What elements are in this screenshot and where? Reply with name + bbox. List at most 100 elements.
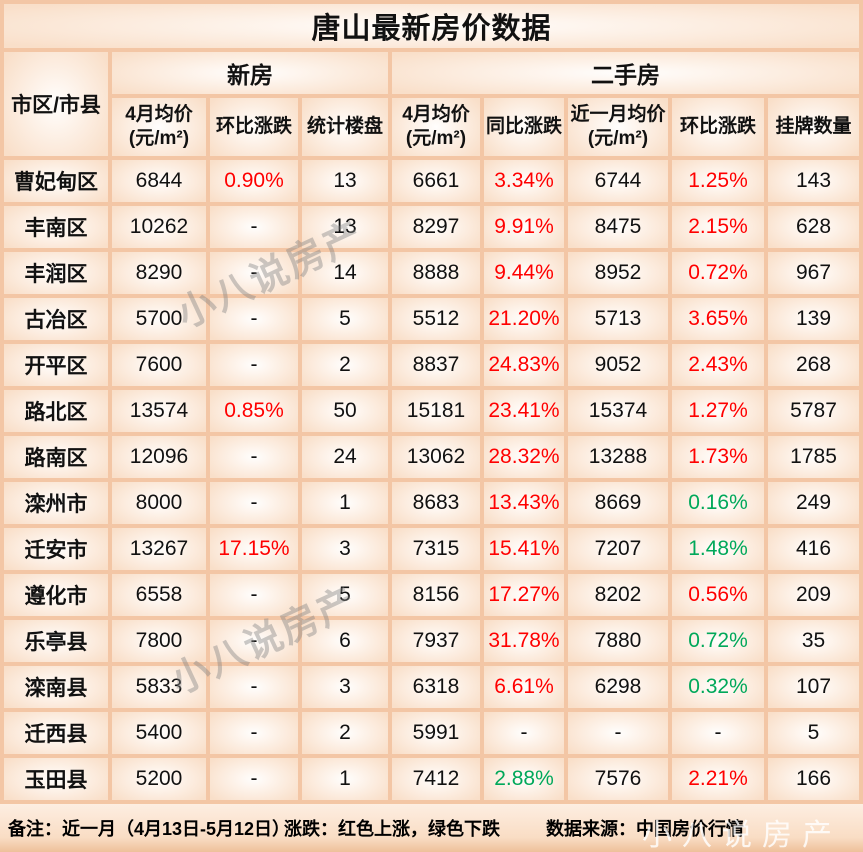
table-cell: 13.43% [484,482,564,524]
district-label: 曹妃甸区 [4,160,108,202]
table-cell: - [210,298,298,340]
table-cell: - [210,206,298,248]
table-cell: 35 [768,620,860,662]
table-cell: - [210,666,298,708]
table-cell: 8156 [392,574,480,616]
table-cell: 139 [768,298,860,340]
district-label: 遵化市 [4,574,108,616]
table-row: 乐亭县 7800-6 7937 31.78% 7880 0.72% 35 [4,620,860,662]
table-cell: - [568,712,668,754]
district-label: 丰南区 [4,206,108,248]
column-header-listing-count: 挂牌数量 [768,98,860,156]
table-row: 路北区 13574 0.85% 50 15181 23.41% 15374 1.27% 5787 [4,390,860,432]
table-cell: 5833 [112,666,206,708]
table-cell: 143 [768,160,860,202]
table-cell: 166 [768,758,860,800]
table-row: 滦南县 5833-3 6318 6.61% 6298 0.32% 107 [4,666,860,708]
table-cell: 15374 [568,390,668,432]
table-cell: - [210,482,298,524]
table-body: 唐山最新房价数据 市区/市县 新房 二手房 4月均价 (元/m²) 环比涨跌 统… [4,4,860,800]
table-cell: 5400 [112,712,206,754]
district-label: 滦州市 [4,482,108,524]
table-cell: 3 [302,666,388,708]
table-cell: 209 [768,574,860,616]
table-cell: 8475 [568,206,668,248]
table-cell: 15.41% [484,528,564,570]
district-label: 迁安市 [4,528,108,570]
table-cell: 7315 [392,528,480,570]
table-cell: - [210,252,298,294]
table-cell: 13288 [568,436,668,478]
table-row: 玉田县 5200-1 7412 2.88% 7576 2.21% 166 [4,758,860,800]
table-cell: 6661 [392,160,480,202]
table-cell: 0.16% [672,482,764,524]
table-cell: 7576 [568,758,668,800]
table-cell: 5787 [768,390,860,432]
table-cell: 0.85% [210,390,298,432]
table-cell: 0.72% [672,252,764,294]
table-cell: 8202 [568,574,668,616]
table-cell: - [210,574,298,616]
column-header-used-yoy-change: 同比涨跌 [484,98,564,156]
table-cell: 7412 [392,758,480,800]
table-row: 曹妃甸区 6844 0.90% 13 6661 3.34% 6744 1.25% 143 [4,160,860,202]
table-cell: 6558 [112,574,206,616]
table-cell: 2.43% [672,344,764,386]
table-cell: 1.27% [672,390,764,432]
table-cell: 8683 [392,482,480,524]
table-cell: 6844 [112,160,206,202]
table-cell: 28.32% [484,436,564,478]
table-cell: 3.65% [672,298,764,340]
district-label: 迁西县 [4,712,108,754]
table-cell: 14 [302,252,388,294]
column-header-used-april-avg-price: 4月均价 (元/m²) [392,98,480,156]
table-cell: 7880 [568,620,668,662]
footer-color-legend: 涨跌：红色上涨，绿色下跌 [284,819,500,839]
table-cell: 5713 [568,298,668,340]
table-row: 丰润区 8290-14 8888 9.44% 8952 0.72% 967 [4,252,860,294]
table-cell: 1 [302,758,388,800]
table-row: 迁西县 5400-2 5991- - -5 [4,712,860,754]
table-cell: 8888 [392,252,480,294]
table-cell: 9.44% [484,252,564,294]
table-cell: 1.73% [672,436,764,478]
footer-data-source: 数据来源：中国房价行情 [546,819,744,839]
column-header-new-mom-change: 环比涨跌 [210,98,298,156]
table-row: 开平区 7600-2 8837 24.83% 9052 2.43% 268 [4,344,860,386]
table-cell: 13062 [392,436,480,478]
table-cell: 0.90% [210,160,298,202]
table-cell: - [210,436,298,478]
table-cell: 5991 [392,712,480,754]
table-row: 丰南区 10262-13 8297 9.91% 8475 2.15% 628 [4,206,860,248]
table-cell: 1 [302,482,388,524]
table-cell: 13267 [112,528,206,570]
table-cell: 7937 [392,620,480,662]
table-cell: 21.20% [484,298,564,340]
table-cell: 416 [768,528,860,570]
table-cell: - [210,758,298,800]
price-table: 唐山最新房价数据 市区/市县 新房 二手房 4月均价 (元/m²) 环比涨跌 统… [4,4,860,800]
table-cell: 6 [302,620,388,662]
table-cell: 7800 [112,620,206,662]
footer-note-bar: 备注：近一月（4月13日-5月12日） 涨跌：红色上涨，绿色下跌 数据来源：中国… [0,804,863,852]
group-header-secondhand-homes: 二手房 [392,52,860,94]
table-cell: - [484,712,564,754]
table-cell: 7600 [112,344,206,386]
table-cell: 967 [768,252,860,294]
footer-note: 备注：近一月（4月13日-5月12日） [8,819,291,839]
table-cell: 0.32% [672,666,764,708]
table-cell: 5512 [392,298,480,340]
table-cell: 10262 [112,206,206,248]
table-cell: 8837 [392,344,480,386]
table-cell: 6318 [392,666,480,708]
table-cell: 3.34% [484,160,564,202]
table-cell: 2.21% [672,758,764,800]
table-cell: - [210,712,298,754]
column-header-new-april-avg-price: 4月均价 (元/m²) [112,98,206,156]
table-cell: 8669 [568,482,668,524]
column-header-used-month-avg-price: 近一月均价(元/m²) [568,98,668,156]
table-cell: 5 [768,712,860,754]
group-header-row: 市区/市县 新房 二手房 [4,52,860,156]
table-cell: 2.88% [484,758,564,800]
